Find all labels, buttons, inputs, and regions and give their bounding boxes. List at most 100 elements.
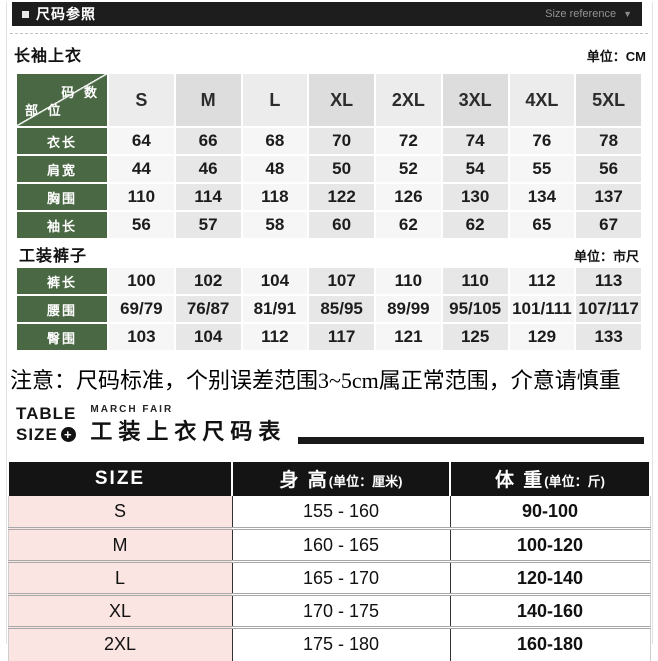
size-table-header-row: 码 数 部 位 S M L XL 2XL 3XL 4XL 5XL <box>17 74 641 126</box>
size-reference-header-bar[interactable]: 尺码参照 Size reference ▼ <box>12 2 642 26</box>
measurement-value-cell: 117 <box>309 324 374 350</box>
measurement-value-cell: 118 <box>242 184 308 210</box>
row-height-cell: 155 - 160 <box>232 495 451 529</box>
header-weight-text: 体 重 <box>495 470 545 492</box>
circle-plus-icon: + <box>60 427 76 442</box>
height-weight-table: SIZE 身 高(单位：厘米) 体 重(单位：斤) S 155 - 160 90-1… <box>7 461 651 661</box>
row-weight-cell: 120-140 <box>450 560 651 595</box>
measurement-value-cell: 134 <box>509 184 575 210</box>
measurement-value-cell: 130 <box>442 184 508 210</box>
size-reference-label: Size reference <box>545 8 617 20</box>
measurement-value-cell: 122 <box>309 184 374 210</box>
measurement-row: 臀围 103 104 112 117 121 125 129 133 <box>17 324 641 350</box>
measurement-row: 胸围 110 114 118 122 126 130 134 137 <box>17 184 641 210</box>
measurement-value-cell: 60 <box>309 212 374 238</box>
measurement-value-cell: 67 <box>576 212 641 238</box>
size-reference-title: 尺码参照 <box>36 6 96 22</box>
row-size-cell: XL <box>7 593 233 628</box>
measurement-value-cell: 126 <box>376 184 441 210</box>
measurement-row-label: 臀围 <box>17 324 107 350</box>
measurement-value-cell: 137 <box>576 184 641 210</box>
heading-rule-bar <box>298 437 644 444</box>
size-column-header: S <box>109 74 174 126</box>
measurement-value-cell: 113 <box>576 268 641 294</box>
wordmark-line-table: TABLE <box>16 404 77 423</box>
size-notice-text: 注意：尺码标准，个别误差范围3~5cm属正常范围，介意请慎重 <box>10 368 621 393</box>
size-column-header: 5XL <box>576 74 641 126</box>
measurement-value-cell: 62 <box>376 212 441 238</box>
measurement-value-cell: 55 <box>509 156 575 182</box>
measurement-value-cell: 107 <box>309 268 374 294</box>
measurement-value-cell: 78 <box>576 128 641 154</box>
row-weight-cell: 100-120 <box>450 527 651 562</box>
measurement-row-label: 肩宽 <box>17 156 107 182</box>
measurement-value-cell: 114 <box>175 184 241 210</box>
row-height-cell: 170 - 175 <box>232 593 451 628</box>
header-size-text: SIZE <box>94 467 146 489</box>
measurement-value-cell: 107/117 <box>576 296 641 322</box>
measurement-value-cell: 112 <box>509 268 575 294</box>
measurement-row: 裤长 100 102 104 107 110 110 112 113 <box>17 268 641 294</box>
measurement-row: 袖长 56 57 58 60 62 62 65 67 <box>17 212 641 238</box>
measurement-row-label: 胸围 <box>17 184 107 210</box>
diagonal-corner-cell: 码 数 部 位 <box>17 74 107 126</box>
measurement-value-cell: 103 <box>109 324 174 350</box>
measurement-value-cell: 56 <box>576 156 641 182</box>
unit-label-cm: 单位：CM <box>586 49 646 64</box>
column-header-height: 身 高(单位：厘米) <box>231 461 451 496</box>
size-column-header: 3XL <box>442 74 508 126</box>
row-weight-cell: 140-160 <box>450 593 651 628</box>
measurement-value-cell: 72 <box>376 128 441 154</box>
measurement-value-cell: 66 <box>175 128 241 154</box>
measurement-value-cell: 74 <box>442 128 508 154</box>
measurement-value-cell: 102 <box>175 268 241 294</box>
measurement-row-label: 裤长 <box>17 268 107 294</box>
measurement-value-cell: 101/111 <box>509 296 575 322</box>
unit-label-chi: 单位：市尺 <box>573 249 639 264</box>
measurement-value-cell: 48 <box>242 156 308 182</box>
measurement-value-cell: 85/95 <box>309 296 374 322</box>
row-size-cell: M <box>7 527 233 562</box>
measurement-value-cell: 104 <box>242 268 308 294</box>
page-right-border <box>652 2 653 644</box>
size-column-header: 2XL <box>376 74 441 126</box>
measurement-value-cell: 56 <box>109 212 174 238</box>
dashed-divider <box>10 33 648 34</box>
measurement-row-label: 腰围 <box>17 296 107 322</box>
row-weight-cell: 160-180 <box>450 626 651 661</box>
header-height-text: 身 高 <box>279 470 329 492</box>
measurement-value-cell: 62 <box>442 212 508 238</box>
measurement-row: 衣长 64 66 68 70 72 74 76 78 <box>17 128 641 154</box>
corner-size-label: 码 数 <box>61 85 100 100</box>
measurement-value-cell: 112 <box>242 324 308 350</box>
pants-section-title: 工装裤子 <box>19 248 88 265</box>
column-header-weight: 体 重(单位：斤) <box>449 461 651 496</box>
height-weight-row: 2XL 175 - 180 160-180 <box>7 626 651 661</box>
table-size-heading: TABLE SIZE + MARCH FAIR 工装上衣尺码表 <box>16 403 648 453</box>
size-reference-toggle[interactable]: Size reference ▼ <box>545 8 632 20</box>
row-weight-cell: 90-100 <box>450 495 651 529</box>
measurement-value-cell: 46 <box>175 156 241 182</box>
size-column-header: M <box>175 74 241 126</box>
measurement-value-cell: 125 <box>442 324 508 350</box>
measurement-value-cell: 76 <box>509 128 575 154</box>
row-size-cell: S <box>7 495 233 529</box>
measurement-value-cell: 110 <box>442 268 508 294</box>
size-column-header: L <box>242 74 308 126</box>
measurement-row-label: 衣长 <box>17 128 107 154</box>
row-size-cell: L <box>7 560 233 595</box>
measurement-row-label: 袖长 <box>17 212 107 238</box>
height-weight-header-row: SIZE 身 高(单位：厘米) 体 重(单位：斤) <box>7 461 651 496</box>
measurement-value-cell: 68 <box>242 128 308 154</box>
height-weight-row: S 155 - 160 90-100 <box>7 495 651 529</box>
chevron-down-icon: ▼ <box>623 9 632 19</box>
heading-text-block: MARCH FAIR 工装上衣尺码表 <box>90 403 286 447</box>
row-height-cell: 165 - 170 <box>232 560 451 595</box>
measurement-value-cell: 100 <box>109 268 174 294</box>
measurement-value-cell: 81/91 <box>242 296 308 322</box>
measurement-value-cell: 76/87 <box>175 296 241 322</box>
measurement-value-cell: 69/79 <box>109 296 174 322</box>
brand-label: MARCH FAIR <box>90 404 174 415</box>
table-size-wordmark: TABLE SIZE + <box>16 403 76 445</box>
measurement-value-cell: 52 <box>376 156 441 182</box>
